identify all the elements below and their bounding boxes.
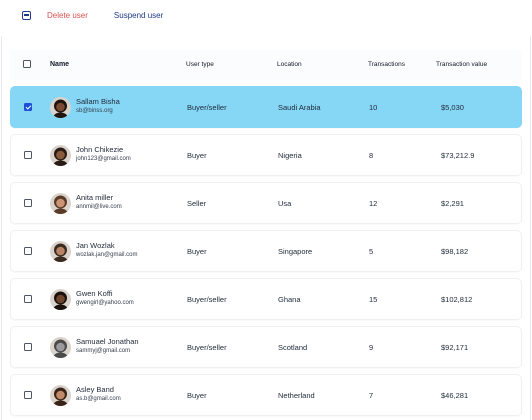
user-type-cell: Buyer/seller (187, 103, 227, 112)
transaction-value-cell: $92,171 (441, 343, 469, 352)
transactions-cell: 8 (369, 151, 374, 160)
location-cell: Singapore (278, 247, 313, 256)
row-checkbox[interactable] (24, 151, 32, 159)
location-cell: Usa (278, 199, 292, 208)
frame-border-left (1, 36, 2, 420)
user-email: sb@binss.org (76, 108, 113, 114)
avatar (50, 241, 71, 262)
table-header: Name User type Location Transactions Tra… (10, 50, 522, 80)
location-cell: Ghana (278, 295, 301, 304)
transaction-value-cell: $98,182 (441, 247, 469, 256)
user-name: Anita miller (76, 193, 114, 202)
row-checkbox[interactable] (24, 199, 32, 207)
suspend-user-button[interactable]: Suspend user (113, 10, 164, 20)
user-name: Jan Wozlak (76, 241, 115, 250)
transactions-cell: 12 (369, 199, 378, 208)
row-checkbox[interactable] (24, 103, 32, 111)
location-cell: Nigeria (278, 151, 302, 160)
row-checkbox[interactable] (24, 247, 32, 255)
frame-border-right (530, 36, 531, 420)
transaction-value-cell: $46,281 (441, 391, 469, 400)
location-cell: Scotland (278, 343, 308, 352)
user-name: John Chikezie (76, 145, 124, 154)
transaction-value-cell: $2,291 (441, 199, 464, 208)
transactions-cell: 10 (369, 103, 378, 112)
transactions-cell: 15 (369, 295, 378, 304)
checkbox-box (24, 343, 32, 351)
user-name: Gwen Koffi (76, 289, 113, 298)
column-header-user-type[interactable]: User type (186, 61, 214, 68)
user-email: wozlak.jan@gmail.com (76, 252, 138, 258)
user-email: as.b@gmail.com (76, 396, 121, 402)
user-type-cell: Buyer (187, 391, 207, 400)
column-header-name[interactable]: Name (50, 61, 70, 68)
row-checkbox[interactable] (24, 343, 32, 351)
avatar (50, 337, 71, 358)
avatar (50, 145, 71, 166)
row-checkbox[interactable] (24, 295, 32, 303)
table-row[interactable]: Asley Band as.b@gmail.com Buyer Netherland 7… (10, 374, 522, 416)
transactions-cell: 7 (369, 391, 374, 400)
user-name: Samuael Jonathan (76, 337, 139, 346)
checkbox-box (24, 295, 32, 303)
minus-icon (24, 14, 29, 16)
avatar (50, 385, 71, 406)
column-header-transaction-value[interactable]: Transaction value (436, 61, 488, 68)
select-all-checkbox[interactable] (22, 10, 31, 20)
delete-user-button[interactable]: Delete user (47, 10, 88, 20)
row-checkbox[interactable] (24, 391, 32, 399)
column-header-transactions[interactable]: Transactions (368, 61, 405, 68)
table-row[interactable]: Sallam Bisha sb@binss.org Buyer/seller Saud… (10, 86, 522, 128)
transaction-value-cell: $102,812 (441, 295, 473, 304)
transaction-value-cell: $5,030 (441, 103, 464, 112)
user-type-cell: Buyer (187, 151, 207, 160)
user-name: Asley Band (76, 385, 114, 394)
location-cell: Saudi Arabia (278, 103, 321, 112)
transaction-value-cell: $73,212.9 (441, 151, 475, 160)
table-row[interactable]: John Chikezie john123@gmail.com Buyer Niger… (10, 134, 522, 176)
checkbox-box (24, 151, 32, 159)
user-email: sammyj@gmail.com (76, 348, 131, 354)
transactions-cell: 9 (369, 343, 374, 352)
column-header-location[interactable]: Location (277, 61, 302, 68)
user-type-cell: Seller (187, 199, 207, 208)
user-email: annmil@live.com (76, 204, 122, 210)
transactions-cell: 5 (369, 247, 374, 256)
checkbox-box (24, 199, 32, 207)
table-row[interactable]: Anita miller annmil@live.com Seller Usa 12 $2… (10, 182, 522, 224)
user-type-cell: Buyer/seller (187, 343, 227, 352)
user-name: Sallam Bisha (76, 97, 120, 106)
checkbox-box (24, 391, 32, 399)
table-row[interactable]: Jan Wozlak wozlak.jan@gmail.com Buyer Singa… (10, 230, 522, 272)
user-type-cell: Buyer/seller (187, 295, 227, 304)
user-email: john123@gmail.com (76, 156, 131, 162)
avatar (50, 289, 71, 310)
avatar (50, 97, 71, 118)
table-row[interactable]: Gwen Koffi gwengirl@yahoo.com Buyer/seller… (10, 278, 522, 320)
table-row[interactable]: Samuael Jonathan sammyj@gmail.com Buyer/se… (10, 326, 522, 368)
user-email: gwengirl@yahoo.com (76, 300, 134, 306)
header-checkbox[interactable] (23, 60, 31, 68)
checkbox-box (24, 247, 32, 255)
avatar (50, 193, 71, 214)
bulk-actions-toolbar: Delete user Suspend user (22, 8, 189, 22)
user-type-cell: Buyer (187, 247, 207, 256)
location-cell: Netherland (278, 391, 315, 400)
checkmark-icon (24, 103, 32, 111)
